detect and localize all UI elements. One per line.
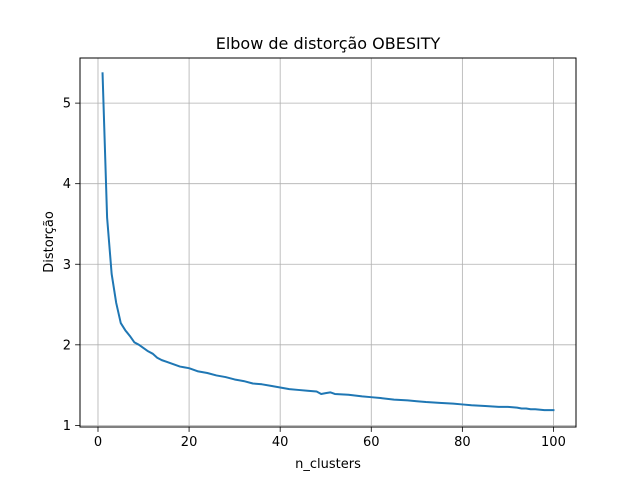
- x-tick-label: 40: [272, 435, 289, 450]
- y-tick-label: 2: [63, 338, 71, 353]
- x-tick-label: 80: [454, 435, 471, 450]
- y-tick-label: 3: [63, 258, 71, 273]
- chart-title: Elbow de distorção OBESITY: [216, 34, 441, 53]
- x-tick-label: 100: [541, 435, 566, 450]
- x-tick-label: 20: [181, 435, 198, 450]
- x-tick-label: 0: [94, 435, 102, 450]
- y-tick-label: 1: [63, 419, 71, 434]
- x-axis-label: n_clusters: [295, 457, 361, 472]
- y-tick-label: 5: [63, 97, 71, 112]
- x-tick-label: 60: [363, 435, 380, 450]
- y-tick-label: 4: [63, 177, 71, 192]
- y-axis-label: Distorção: [42, 211, 57, 273]
